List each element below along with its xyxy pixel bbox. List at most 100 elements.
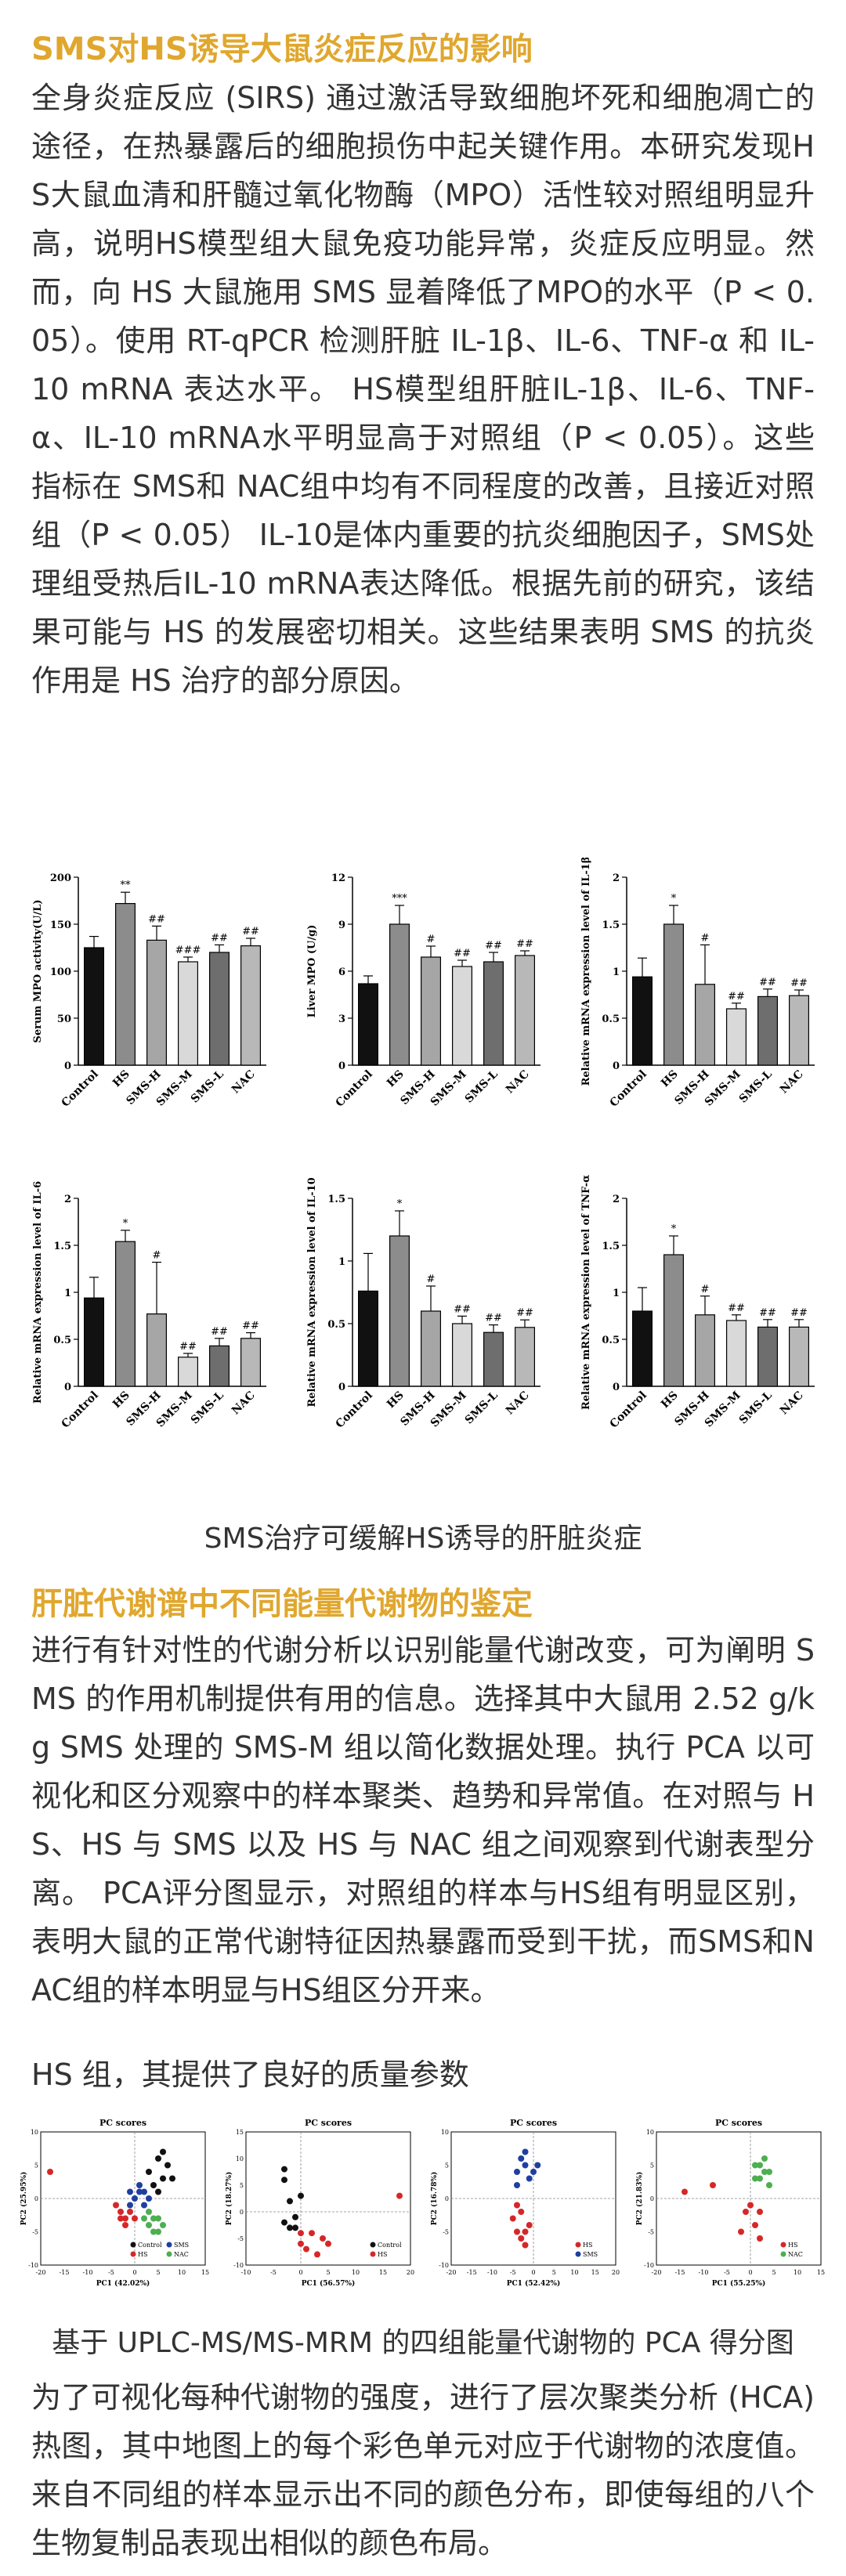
data-point: [287, 2198, 293, 2205]
significance-mark: *: [671, 1223, 677, 1235]
bar: [389, 1235, 410, 1387]
data-point: [132, 2195, 138, 2202]
data-point: [150, 2228, 157, 2235]
significance-mark: ##: [454, 1303, 471, 1315]
x-tick-label: SMS-L: [737, 1068, 775, 1105]
data-point: [514, 2169, 520, 2175]
legend-marker: [370, 2251, 376, 2257]
legend-marker: [370, 2242, 376, 2248]
bar: [146, 939, 168, 1066]
y-tick-label: 5: [240, 2182, 244, 2189]
data-point: [761, 2169, 768, 2175]
bar-chart-4: 0 0.5 1 1.5 2 Relative mRNA expression level …: [32, 1181, 266, 1431]
significance-mark: ***: [392, 893, 407, 905]
x-tick-label: HS: [659, 1068, 681, 1090]
y-tick-label: 0: [240, 2209, 244, 2216]
significance-mark: ##: [759, 1307, 776, 1319]
significance-mark: #: [427, 1274, 436, 1285]
y-tick-label: 0: [64, 1060, 71, 1072]
x-tick-label: 10: [178, 2269, 186, 2276]
x-tick-label: 15: [817, 2269, 825, 2276]
bar: [357, 983, 378, 1066]
data-point: [141, 2202, 147, 2209]
legend-label: SMS: [174, 2242, 189, 2249]
bar: [178, 961, 199, 1066]
data-point: [757, 2235, 763, 2242]
x-axis-label: PC1 (42.02%): [96, 2279, 150, 2288]
y-tick-label: 1.5: [53, 1241, 71, 1252]
data-point: [534, 2162, 541, 2169]
legend-label: HS: [138, 2251, 147, 2258]
data-point: [127, 2188, 133, 2195]
significance-mark: *: [671, 893, 677, 905]
y-tick-label: 1: [338, 1256, 345, 1268]
paragraph-hca: 为了可视化每种代谢物的强度，进行了层次聚类分析 (HCA) 热图，其中地图上的每…: [31, 2380, 815, 2560]
x-tick-label: 20: [612, 2269, 620, 2276]
legend-marker: [575, 2242, 581, 2248]
bar: [209, 952, 230, 1066]
pca-figure: PC scores -20 -15 -10 -5 0 5 10 15 -10 -5 0 5 10 PC1 (…: [16, 2115, 830, 2303]
y-tick-label: 200: [50, 873, 71, 884]
x-tick-label: NAC: [230, 1068, 258, 1097]
significance-mark: ##: [728, 991, 745, 1003]
legend-marker: [575, 2251, 581, 2257]
bar: [663, 1254, 684, 1387]
y-tick-label: 1: [64, 1288, 71, 1299]
x-tick-label: -20: [446, 2269, 457, 2276]
data-point: [155, 2155, 161, 2162]
y-tick-label: 9: [338, 919, 345, 931]
significance-mark: ##: [759, 977, 776, 988]
x-tick-label: 10: [352, 2269, 360, 2276]
y-tick-label: 0: [650, 2195, 654, 2202]
data-point: [766, 2182, 772, 2188]
y-tick-label: 1.5: [602, 919, 620, 931]
data-point: [320, 2235, 326, 2242]
x-tick-label: -10: [241, 2269, 251, 2276]
bar: [389, 923, 410, 1066]
x-tick-label: Control: [608, 1068, 649, 1110]
data-point: [150, 2215, 157, 2222]
y-tick-label: 0.5: [327, 1319, 345, 1331]
data-point: [514, 2182, 520, 2188]
data-point: [160, 2175, 166, 2182]
data-point: [281, 2166, 287, 2173]
y-tick-label: 50: [57, 1013, 71, 1025]
x-tick-label: 20: [407, 2269, 414, 2276]
x-tick-label: HS: [110, 1068, 132, 1090]
y-tick-label: -5: [237, 2235, 244, 2242]
bar: [146, 1313, 168, 1387]
y-tick-label: 150: [50, 919, 71, 931]
y-axis-label: Serum MPO activity(U/L): [32, 899, 44, 1042]
x-tick-label: HS: [385, 1068, 407, 1090]
pca-title: PC scores: [510, 2118, 557, 2128]
data-point: [150, 2182, 157, 2188]
y-axis-label: Relative mRNA expression level of IL-6: [32, 1181, 44, 1404]
x-tick-label: 0: [531, 2269, 535, 2276]
x-tick-label: -20: [652, 2269, 662, 2276]
x-tick-label: 5: [772, 2269, 776, 2276]
data-point: [530, 2169, 537, 2175]
section-title-metabolites: 肝脏代谢谱中不同能量代谢物的鉴定: [31, 1586, 533, 1622]
significance-mark: *: [123, 1218, 128, 1230]
bar: [483, 1331, 504, 1387]
y-tick-label: 5: [445, 2162, 449, 2170]
bar: [483, 961, 504, 1066]
bar: [452, 966, 473, 1066]
y-axis-label: Relative mRNA expression level of IL-10: [306, 1177, 318, 1407]
y-tick-label: 10: [31, 2129, 38, 2136]
data-point: [738, 2228, 744, 2235]
y-tick-label: -5: [443, 2229, 449, 2236]
data-point: [526, 2222, 533, 2228]
data-point: [314, 2251, 320, 2258]
x-tick-label: Control: [60, 1068, 101, 1110]
data-point: [141, 2215, 147, 2222]
significance-mark: ##: [516, 938, 533, 950]
significance-mark: ##: [454, 948, 471, 959]
bar-chart-figure: 0 50 100 150 200 Serum MPO activity(U/L) Contr…: [16, 857, 830, 1500]
data-point: [160, 2148, 166, 2155]
y-tick-label: 0: [613, 1060, 620, 1072]
significance-mark: #: [427, 934, 436, 945]
x-tick-label: Control: [334, 1068, 375, 1110]
bar: [452, 1323, 473, 1387]
